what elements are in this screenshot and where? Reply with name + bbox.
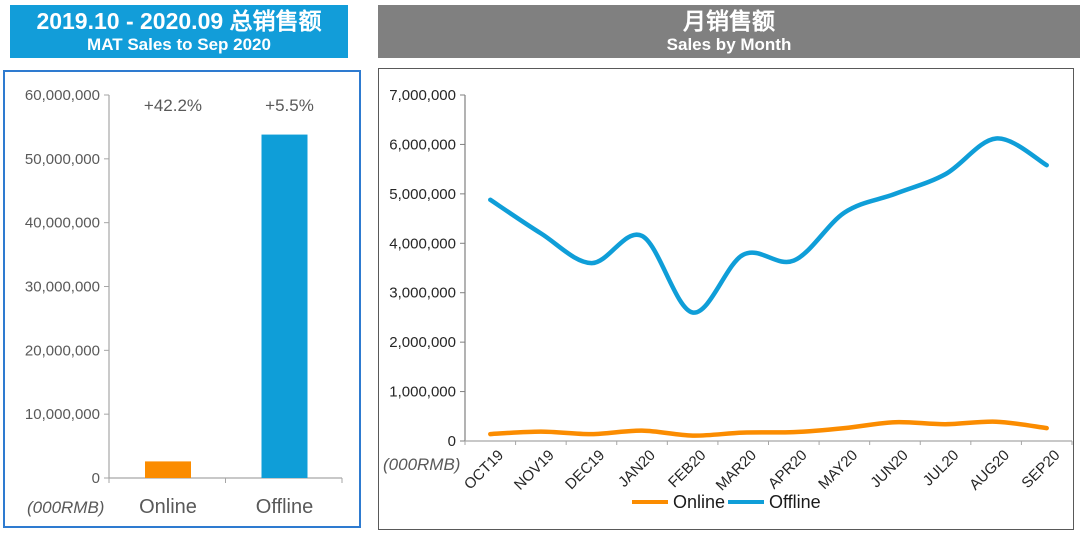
y-axis-label: 50,000,000 <box>25 151 100 168</box>
legend-online-label: Online <box>673 492 725 512</box>
online-line <box>488 419 1049 438</box>
mat-sales-title-en: MAT Sales to Sep 2020 <box>87 35 271 54</box>
y-axis-label: 4,000,000 <box>389 235 456 252</box>
x-axis-label: FEB20 <box>665 447 709 491</box>
unit-label: (000RMB) <box>27 498 104 517</box>
x-axis-label: JUL20 <box>920 447 963 490</box>
x-axis-label: JAN20 <box>615 447 659 491</box>
offline-bar <box>261 134 308 478</box>
x-axis-label: DEC19 <box>562 447 608 493</box>
y-axis-label: 7,000,000 <box>389 87 456 104</box>
y-axis-label: 20,000,000 <box>25 342 100 359</box>
x-axis-label: MAY20 <box>815 447 861 493</box>
x-axis-label: JUN20 <box>867 447 911 491</box>
x-axis-label: APR20 <box>765 447 811 493</box>
y-axis-label: 30,000,000 <box>25 279 100 296</box>
mat-sales-bar-chart: 0 10,000,000 20,000,000 30,000,000 40,000,00… <box>25 87 343 518</box>
monthly-sales-line-chart: 0 1,000,000 2,000,000 3,000,000 4,000,000 5,0… <box>383 87 1073 512</box>
mat-sales-title-zh: 2019.10 - 2020.09 总销售额 <box>36 8 322 34</box>
monthly-sales-title-en: Sales by Month <box>666 35 792 54</box>
offline-line <box>488 136 1049 315</box>
x-axis-label: AUG20 <box>966 447 1013 494</box>
mat-sales-header: 2019.10 - 2020.09 总销售额 MAT Sales to Sep … <box>10 5 348 58</box>
y-axis-label: 1,000,000 <box>389 384 456 401</box>
y-axis-label: 60,000,000 <box>25 87 100 104</box>
monthly-sales-title-zh: 月销售额 <box>683 8 775 34</box>
y-axis-label: 10,000,000 <box>25 406 100 423</box>
category-label: Offline <box>256 496 313 518</box>
x-axis-label: NOV19 <box>511 447 558 494</box>
y-axis-label: 0 <box>448 433 456 450</box>
y-axis-label: 6,000,000 <box>389 136 456 153</box>
monthly-sales-chart-panel: 0 1,000,000 2,000,000 3,000,000 4,000,000 5,0… <box>378 68 1074 530</box>
monthly-sales-header: 月销售额 Sales by Month <box>378 5 1080 58</box>
x-axis-label: SEP20 <box>1018 447 1063 492</box>
y-axis-label: 2,000,000 <box>389 334 456 351</box>
growth-label: +5.5% <box>265 96 314 115</box>
mat-sales-chart-panel: 0 10,000,000 20,000,000 30,000,000 40,000,00… <box>3 70 361 528</box>
category-label: Online <box>139 496 197 518</box>
y-axis-label: 5,000,000 <box>389 186 456 203</box>
x-axis-label: OCT19 <box>461 447 507 493</box>
x-axis-label: MAR20 <box>713 447 760 494</box>
unit-label: (000RMB) <box>383 455 460 474</box>
online-bar <box>145 461 191 478</box>
legend-offline-label: Offline <box>769 492 821 512</box>
y-axis-label: 0 <box>92 470 100 487</box>
y-axis-label: 40,000,000 <box>25 215 100 232</box>
growth-label: +42.2% <box>144 96 202 115</box>
y-axis-label: 3,000,000 <box>389 285 456 302</box>
